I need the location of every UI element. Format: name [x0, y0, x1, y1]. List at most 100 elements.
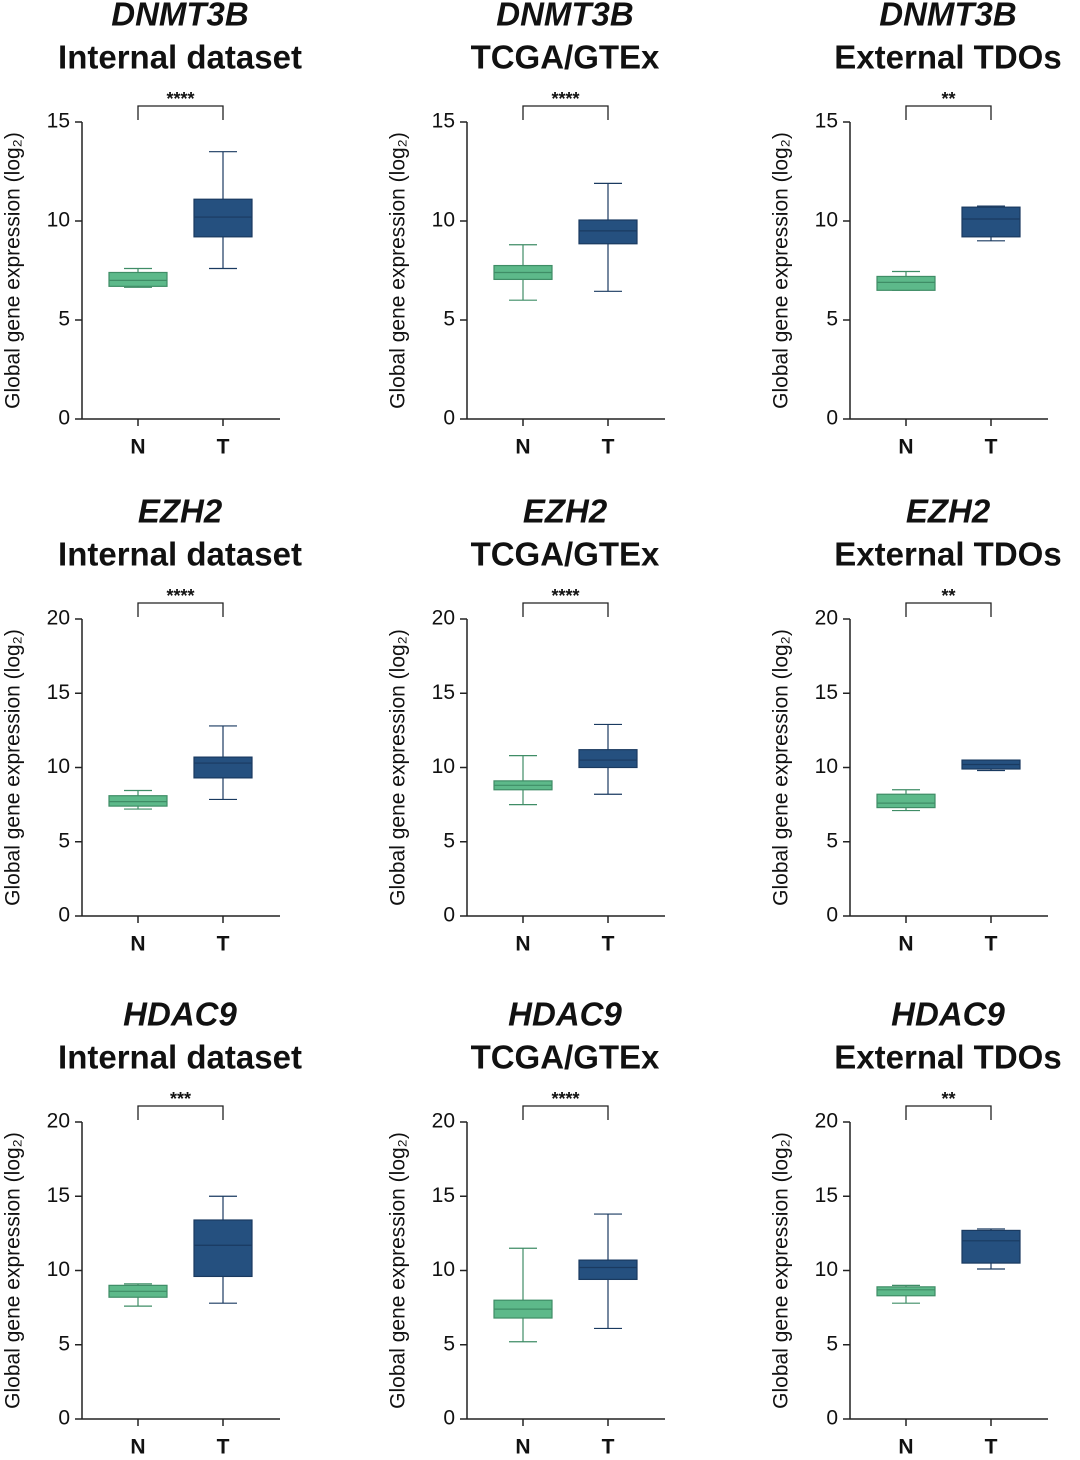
y-tick-label: 15	[432, 681, 455, 704]
y-tick-label: 0	[443, 407, 455, 430]
y-tick-label: 20	[432, 1110, 455, 1133]
significance-bracket	[137, 1105, 224, 1120]
chart-panel: EZH2 External TDOs Global gene expression …	[770, 493, 1062, 956]
y-tick-label: 5	[826, 829, 838, 852]
box	[193, 1219, 253, 1278]
chart-subtitle: TCGA/GTEx	[471, 1039, 660, 1076]
chart-title: DNMT3B	[496, 0, 634, 33]
significance-label: **	[941, 89, 955, 109]
y-tick-label: 15	[47, 1184, 70, 1207]
box	[108, 795, 168, 807]
chart-title: EZH2	[138, 493, 223, 530]
y-tick-label: 15	[432, 110, 455, 133]
significance-bracket	[522, 602, 609, 617]
x-tick-label: T	[985, 436, 998, 459]
chart-subtitle: Internal dataset	[58, 39, 302, 76]
y-axis-label: Global gene expression (log₂)	[387, 1132, 410, 1409]
y-axis-label: Global gene expression (log₂)	[387, 629, 410, 906]
chart-subtitle: External TDOs	[834, 39, 1061, 76]
chart-title: DNMT3B	[111, 0, 249, 33]
chart-panel: EZH2 Internal dataset Global gene expressi…	[2, 493, 302, 956]
x-tick-label: N	[515, 436, 530, 459]
box	[961, 1229, 1021, 1264]
y-tick-label: 0	[58, 904, 70, 927]
significance-label: ****	[166, 586, 194, 606]
box	[961, 206, 1021, 238]
chart-title: HDAC9	[508, 996, 622, 1033]
chart-panel: HDAC9 TCGA/GTEx Global gene expression (lo…	[387, 996, 665, 1459]
y-tick-label: 0	[443, 904, 455, 927]
chart-panel: DNMT3B External TDOs Global gene expressio…	[770, 0, 1062, 459]
chart-subtitle: External TDOs	[834, 536, 1061, 573]
significance-label: ****	[551, 89, 579, 109]
chart-subtitle: TCGA/GTEx	[471, 536, 660, 573]
y-tick-label: 0	[443, 1407, 455, 1430]
y-tick-label: 0	[58, 1407, 70, 1430]
y-tick-label: 10	[815, 209, 838, 232]
chart-title: EZH2	[906, 493, 991, 530]
box	[193, 756, 253, 779]
x-tick-label: T	[217, 933, 230, 956]
x-tick-label: N	[898, 933, 913, 956]
y-tick-label: 0	[826, 407, 838, 430]
x-tick-label: T	[985, 1436, 998, 1459]
x-tick-label: T	[602, 933, 615, 956]
x-tick-label: N	[130, 933, 145, 956]
y-tick-label: 10	[815, 1258, 838, 1281]
y-axis-label: Global gene expression (log₂)	[770, 629, 793, 906]
y-tick-label: 10	[432, 209, 455, 232]
significance-label: **	[941, 586, 955, 606]
significance-bracket	[137, 105, 224, 120]
significance-label: ****	[551, 1089, 579, 1109]
y-axis-label: Global gene expression (log₂)	[387, 132, 410, 409]
y-tick-label: 5	[443, 1332, 455, 1355]
x-tick-label: T	[217, 1436, 230, 1459]
significance-bracket	[522, 105, 609, 120]
chart-panel: EZH2 TCGA/GTEx Global gene expression (log…	[387, 493, 665, 956]
chart-subtitle: External TDOs	[834, 1039, 1061, 1076]
y-tick-label: 20	[815, 607, 838, 630]
y-tick-label: 20	[432, 607, 455, 630]
x-tick-label: T	[985, 933, 998, 956]
y-tick-label: 15	[815, 110, 838, 133]
box	[876, 1286, 936, 1297]
y-tick-label: 10	[815, 755, 838, 778]
x-tick-label: T	[602, 1436, 615, 1459]
y-tick-label: 15	[47, 110, 70, 133]
y-tick-label: 0	[826, 904, 838, 927]
y-tick-label: 5	[58, 308, 70, 331]
chart-title: EZH2	[523, 493, 608, 530]
chart-panel: DNMT3B Internal dataset Global gene expres…	[2, 0, 302, 459]
significance-label: **	[941, 1089, 955, 1109]
chart-title: HDAC9	[891, 996, 1005, 1033]
significance-bracket	[905, 105, 992, 120]
y-tick-label: 0	[58, 407, 70, 430]
y-tick-label: 20	[815, 1110, 838, 1133]
chart-title: DNMT3B	[879, 0, 1017, 33]
y-tick-label: 15	[47, 681, 70, 704]
y-tick-label: 5	[58, 1332, 70, 1355]
significance-bracket	[137, 602, 224, 617]
x-tick-label: N	[515, 1436, 530, 1459]
chart-title: HDAC9	[123, 996, 237, 1033]
y-tick-label: 20	[47, 607, 70, 630]
y-tick-label: 15	[432, 1184, 455, 1207]
box	[578, 219, 638, 245]
box	[876, 793, 936, 809]
box	[578, 749, 638, 769]
y-tick-label: 10	[47, 209, 70, 232]
y-tick-label: 5	[826, 1332, 838, 1355]
box	[108, 271, 168, 287]
chart-panel: DNMT3B TCGA/GTEx Global gene expression (l…	[387, 0, 665, 459]
box	[193, 198, 253, 238]
x-tick-label: N	[898, 1436, 913, 1459]
significance-label: ****	[166, 89, 194, 109]
y-tick-label: 10	[47, 1258, 70, 1281]
box	[578, 1259, 638, 1281]
y-tick-label: 20	[47, 1110, 70, 1133]
x-tick-label: T	[602, 436, 615, 459]
y-axis-label: Global gene expression (log₂)	[770, 132, 793, 409]
y-tick-label: 10	[432, 755, 455, 778]
x-tick-label: N	[898, 436, 913, 459]
x-tick-label: T	[217, 436, 230, 459]
